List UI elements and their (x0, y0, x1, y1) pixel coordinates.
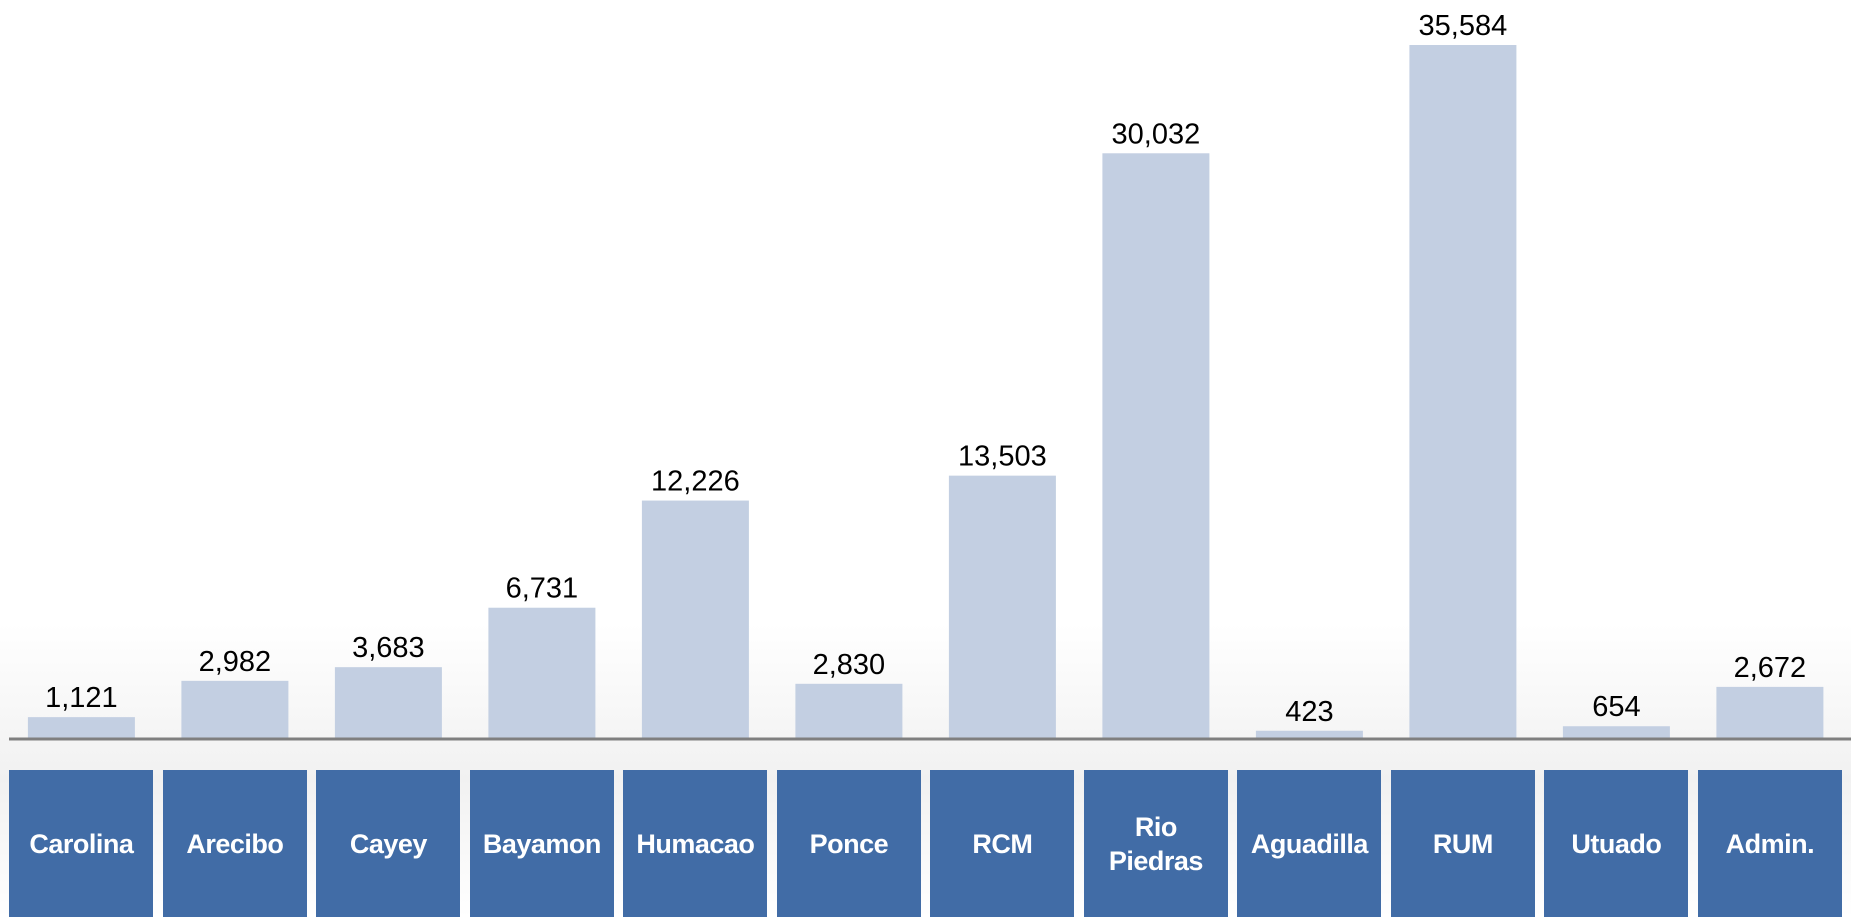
value-label: 3,683 (352, 632, 425, 664)
bar (1562, 726, 1670, 739)
category-label: Humacao (623, 770, 768, 917)
value-label: 1,121 (45, 682, 118, 714)
bar (1409, 45, 1517, 739)
value-label: 654 (1592, 691, 1640, 723)
value-label: 423 (1285, 696, 1333, 728)
value-label: 35,584 (1419, 10, 1508, 42)
category-label: Cayey (316, 770, 461, 917)
value-label: 2,830 (813, 649, 886, 681)
value-label: 6,731 (506, 573, 579, 605)
category-label: RCM (930, 770, 1075, 917)
bar (641, 500, 749, 739)
value-label: 30,032 (1112, 118, 1201, 150)
category-label: Ponce (776, 770, 921, 917)
bar (1716, 686, 1824, 739)
value-label: 2,982 (199, 646, 272, 678)
value-label: 13,503 (958, 441, 1047, 473)
category-label: Carolina (9, 770, 154, 917)
bar (334, 667, 442, 739)
category-label: Rio Piedras (1083, 770, 1228, 917)
bar (488, 607, 596, 739)
category-label: RUM (1390, 770, 1535, 917)
category-label: Arecibo (162, 770, 307, 917)
bar (948, 475, 1056, 739)
category-label: Aguadilla (1237, 770, 1382, 917)
bar (181, 680, 289, 739)
value-label: 12,226 (651, 466, 740, 498)
bar (1102, 153, 1210, 739)
bar (27, 717, 135, 739)
bar (795, 683, 903, 739)
category-label: Admin. (1697, 770, 1842, 917)
bar (1255, 730, 1363, 739)
category-label: Utuado (1544, 770, 1689, 917)
value-label: 2,672 (1734, 652, 1807, 684)
category-label: Bayamon (469, 770, 614, 917)
